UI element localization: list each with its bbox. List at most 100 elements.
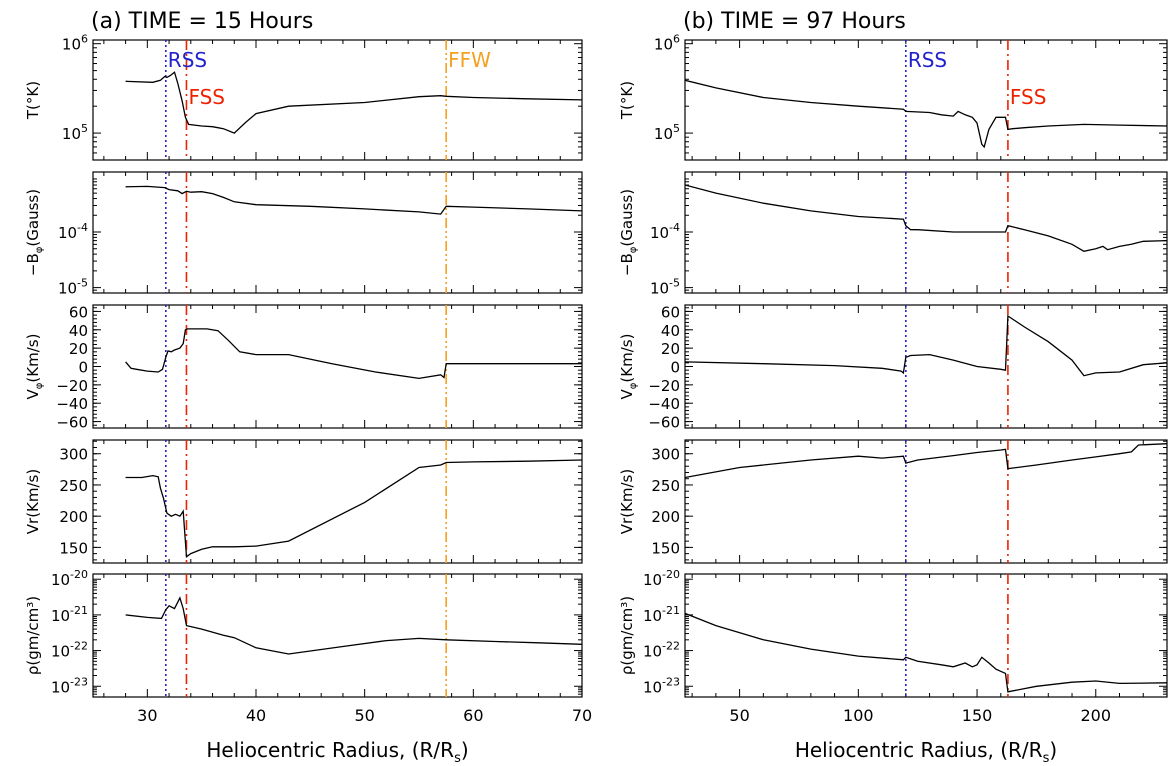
y-tick-label: −20 (56, 377, 88, 395)
y-axis-label: Vr(Km/s) (24, 469, 42, 534)
y-tick-label: 10-4 (58, 221, 88, 242)
y-tick-label: 10-22 (643, 640, 680, 661)
y-tick-exponent: -5 (77, 277, 88, 290)
panel-frame (684, 573, 1168, 698)
y-tick-exponent: -22 (662, 640, 680, 653)
y-tick-exponent: -21 (70, 604, 88, 617)
y-axis-label: −Bφ(Gauss) (618, 189, 639, 276)
y-tick-label: 10-5 (650, 277, 680, 298)
y-tick-label: 60 (69, 303, 88, 321)
x-axis-label: Heliocentric Radius, (R/Rs) (795, 738, 1057, 766)
chart-title: (b) TIME = 97 Hours (683, 9, 906, 34)
y-tick-label: 10-20 (643, 568, 680, 589)
y-axis-label: Vφ(Km/s) (24, 334, 45, 400)
y-tick-exponent: -21 (662, 604, 680, 617)
x-tick-label: 100 (843, 706, 874, 725)
marker-label-fss: FSS (1010, 85, 1047, 109)
chart-title: (a) TIME = 15 Hours (91, 9, 313, 34)
x-tick-label: 150 (962, 706, 993, 725)
panel: 105 106 T(°K) (24, 33, 583, 161)
panel: 10-5 10-4 −Bφ(Gauss) (24, 171, 583, 298)
y-tick-label: −40 (56, 395, 88, 413)
y-tick-label: 300 (651, 446, 680, 464)
marker-label-fss: FSS (188, 85, 225, 109)
y-tick-exponent: -23 (70, 675, 88, 688)
y-tick-label: 20 (661, 340, 680, 358)
y-tick-exponent: -20 (662, 568, 680, 581)
y-axis-label: ρ(gm/cm³) (618, 596, 636, 675)
series-line (125, 596, 582, 655)
y-axis-label-subscript: φ (34, 246, 45, 253)
y-tick-label: 300 (59, 446, 88, 464)
y-tick-label: 106 (62, 33, 88, 54)
y-tick-label: 10-20 (51, 568, 88, 589)
y-tick-label: 10-5 (58, 277, 88, 298)
y-tick-exponent: 6 (673, 33, 680, 46)
series-line (125, 71, 582, 134)
y-tick-label: 60 (661, 303, 680, 321)
y-tick-label: 250 (59, 477, 88, 495)
panel-frame (92, 439, 583, 564)
marker-label-rss: RSS (168, 48, 207, 72)
y-tick-label: 105 (62, 122, 88, 143)
y-tick-label: 0 (670, 359, 680, 377)
series-line (685, 314, 1167, 377)
y-tick-label: 200 (651, 508, 680, 526)
x-axis-label-subscript: s (454, 751, 461, 766)
y-axis-label-subscript: φ (628, 382, 639, 389)
panel-frame (684, 171, 1168, 294)
y-tick-label: 40 (69, 322, 88, 340)
y-tick-label: 10-22 (51, 640, 88, 661)
y-tick-label: 40 (661, 322, 680, 340)
x-tick-label: 50 (729, 706, 749, 725)
series-line (125, 459, 582, 559)
y-tick-label: 250 (651, 477, 680, 495)
x-tick-label: 30 (137, 706, 157, 725)
panel-frame (684, 439, 1168, 564)
y-tick-label: 10-23 (643, 675, 680, 696)
x-tick-label: 200 (1080, 706, 1111, 725)
x-axis-label: Heliocentric Radius, (R/Rs) (206, 738, 468, 766)
series-line (685, 79, 1167, 149)
y-tick-exponent: -5 (669, 277, 680, 290)
panel-frame (684, 39, 1168, 161)
y-tick-label: 10-23 (51, 675, 88, 696)
y-tick-label: 106 (654, 33, 680, 54)
y-axis-label: −Bφ(Gauss) (24, 189, 45, 276)
marker-label-ffw: FFW (448, 48, 491, 72)
y-tick-label: −20 (648, 377, 680, 395)
panel: 10-23 10-22 10-21 10-20 ρ(gm/cm³) 30 40 50 60 70 (24, 568, 592, 725)
y-tick-label: 0 (78, 359, 88, 377)
y-axis-label: T(°K) (618, 81, 636, 120)
series-line (685, 184, 1167, 252)
y-tick-exponent: 5 (81, 122, 88, 135)
y-tick-label: 10-21 (643, 604, 680, 625)
panel-frame (92, 39, 583, 161)
series-line (685, 443, 1167, 479)
panel: 10-5 10-4 −Bφ(Gauss) (618, 171, 1168, 298)
y-tick-exponent: 6 (81, 33, 88, 46)
chart-a: (a) TIME = 15 Hours 105 106 T(°K) 10-5 10-4 −B… (24, 9, 592, 766)
x-axis-label-subscript: s (1043, 751, 1050, 766)
panel-frame (684, 304, 1168, 429)
series-line (125, 328, 582, 380)
y-tick-label: 10-4 (650, 221, 680, 242)
x-tick-label: 60 (463, 706, 483, 725)
y-axis-label: ρ(gm/cm³) (24, 596, 42, 675)
panel-frame (92, 573, 583, 698)
y-tick-label: 200 (59, 508, 88, 526)
y-tick-label: 150 (59, 539, 88, 557)
panel: 150 200 250 300 Vr(Km/s) (24, 439, 583, 564)
y-tick-exponent: -22 (70, 640, 88, 653)
y-axis-label: Vφ(Km/s) (618, 334, 639, 400)
panel: 105 106 T(°K) (618, 33, 1168, 161)
x-tick-label: 40 (246, 706, 266, 725)
y-tick-label: 150 (651, 539, 680, 557)
y-tick-exponent: -23 (662, 675, 680, 688)
y-tick-exponent: -4 (669, 221, 680, 234)
y-tick-label: −40 (648, 395, 680, 413)
y-axis-label-subscript: φ (628, 246, 639, 253)
